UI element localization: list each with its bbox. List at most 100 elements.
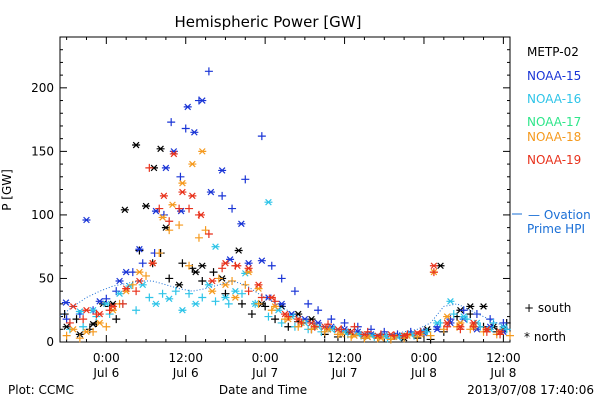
data-point-noaa-15-north (190, 129, 199, 136)
x-tick-label-time: 0:00 (252, 351, 279, 365)
data-point-noaa-18-north (337, 331, 346, 338)
data-point-noaa-15-south (102, 294, 111, 303)
footer: Plot: CCMC Date and Time 2013/07/08 17:4… (8, 383, 594, 397)
data-point-noaa-15-south (472, 310, 481, 319)
data-point-metp-02-south (135, 246, 144, 255)
x-tick-label-time: 0:00 (410, 351, 437, 365)
data-point-noaa-16-north (151, 300, 160, 308)
plot-timestamp: 2013/07/08 17:40:06 (467, 383, 594, 397)
data-point-noaa-18-south (155, 249, 164, 258)
data-point-noaa-19-south (257, 293, 266, 302)
data-point-noaa-15-south (257, 132, 266, 141)
data-point-noaa-18-south (254, 299, 263, 308)
data-point-noaa-19-south (469, 322, 478, 331)
data-point-noaa-18-south (165, 226, 174, 235)
data-point-metp-02-north (161, 224, 170, 231)
data-point-noaa-16-south (211, 297, 220, 306)
data-point-noaa-18-north (456, 319, 465, 327)
data-point-noaa-15-south (181, 124, 190, 133)
data-point-noaa-19-south (165, 217, 174, 226)
data-point-noaa-19-north (413, 329, 422, 337)
data-point-noaa-16-north (499, 323, 508, 331)
data-point-noaa-18-north (69, 325, 78, 333)
data-point-noaa-19-north (159, 192, 168, 200)
data-point-noaa-19-north (482, 325, 491, 333)
data-point-noaa-19-south (218, 264, 227, 273)
data-point-noaa-15-south (167, 118, 176, 127)
data-point-noaa-16-south (171, 287, 180, 296)
data-point-noaa-15-south (277, 274, 286, 283)
data-point-noaa-16-south (79, 322, 88, 331)
y-axis: 0 50 100 150 200 (31, 49, 510, 349)
data-point-noaa-19-north (347, 328, 356, 336)
data-point-metp-02-north (191, 268, 200, 276)
data-point-noaa-16-north (165, 295, 174, 303)
data-point-noaa-16-south (264, 312, 273, 321)
data-point-noaa-15-north (244, 259, 253, 267)
series-metp-02-north (62, 141, 508, 342)
data-point-noaa-15-south (138, 259, 147, 268)
data-point-noaa-19-south (132, 287, 141, 296)
data-point-metp-02-south (178, 259, 187, 268)
data-point-noaa-18-north (208, 287, 217, 295)
data-point-metp-02-south (209, 268, 218, 277)
data-point-noaa-19-north (281, 310, 289, 318)
y-tick-label: 200 (31, 81, 54, 95)
data-point-metp-02-north (89, 320, 98, 328)
data-point-noaa-19-north (208, 277, 217, 285)
data-point-noaa-16-north (102, 300, 111, 308)
data-point-metp-02-north (198, 262, 207, 270)
data-point-noaa-19-south (429, 268, 438, 277)
data-point-noaa-16-north (446, 298, 455, 305)
chart-title: Hemispheric Power [GW] (175, 13, 362, 31)
data-point-noaa-19-north (95, 310, 104, 318)
data-point-noaa-19-north (360, 331, 369, 338)
data-point-noaa-15-south (267, 261, 276, 270)
data-point-noaa-16-south (145, 293, 154, 302)
data-point-noaa-18-south (102, 322, 111, 331)
legend-item-noaa-19: NOAA-19 (527, 153, 581, 167)
data-point-noaa-18-south (294, 322, 303, 331)
data-point-metp-02-south (237, 299, 246, 308)
data-point-noaa-15-south (241, 175, 250, 184)
data-point-noaa-16-north (211, 243, 220, 250)
x-tick-label-date: Jul 8 (410, 366, 437, 380)
data-point-noaa-15-north (82, 216, 91, 224)
legend-item-ovation: — Ovation (528, 208, 591, 222)
plot-area (59, 36, 511, 343)
data-point-noaa-19-south (155, 204, 164, 213)
data-point-metp-02-north (132, 141, 141, 149)
data-point-noaa-18-south (75, 334, 84, 343)
data-point-noaa-19-north (429, 262, 438, 270)
series-noaa-15-south (62, 67, 508, 339)
y-tick-label: 100 (31, 208, 54, 222)
data-point-noaa-15-north (161, 164, 170, 172)
data-point-noaa-19-north (456, 323, 465, 331)
legend-item-noaa-18: NOAA-18 (527, 130, 581, 144)
data-point-noaa-15-north (257, 257, 266, 264)
data-point-noaa-19-south (118, 299, 127, 308)
data-point-noaa-15-north (122, 268, 131, 276)
data-point-noaa-16-north (221, 294, 230, 301)
data-point-metp-02-south (247, 310, 256, 319)
y-tick-label: 50 (39, 271, 54, 285)
data-point-metp-02-south (221, 289, 230, 298)
data-point-noaa-18-south (267, 306, 276, 315)
legend-item-noaa-17: NOAA-17 (527, 115, 581, 129)
data-point-noaa-19-south (244, 287, 253, 296)
data-point-noaa-19-north (148, 259, 157, 267)
x-tick-label-time: 12:00 (327, 351, 362, 365)
data-point-noaa-15-north (95, 298, 104, 305)
x-axis-title: Date and Time (219, 383, 307, 397)
series-noaa-15-north (61, 97, 508, 339)
data-point-noaa-19-north (443, 319, 452, 327)
data-point-noaa-19-north (221, 259, 230, 267)
data-point-noaa-18-south (142, 271, 151, 280)
data-point-noaa-18-north (188, 160, 197, 168)
data-point-noaa-18-south (241, 280, 250, 289)
data-point-noaa-15-south (290, 287, 299, 296)
data-point-noaa-15-south (228, 204, 237, 213)
data-point-noaa-19-north (267, 294, 276, 301)
